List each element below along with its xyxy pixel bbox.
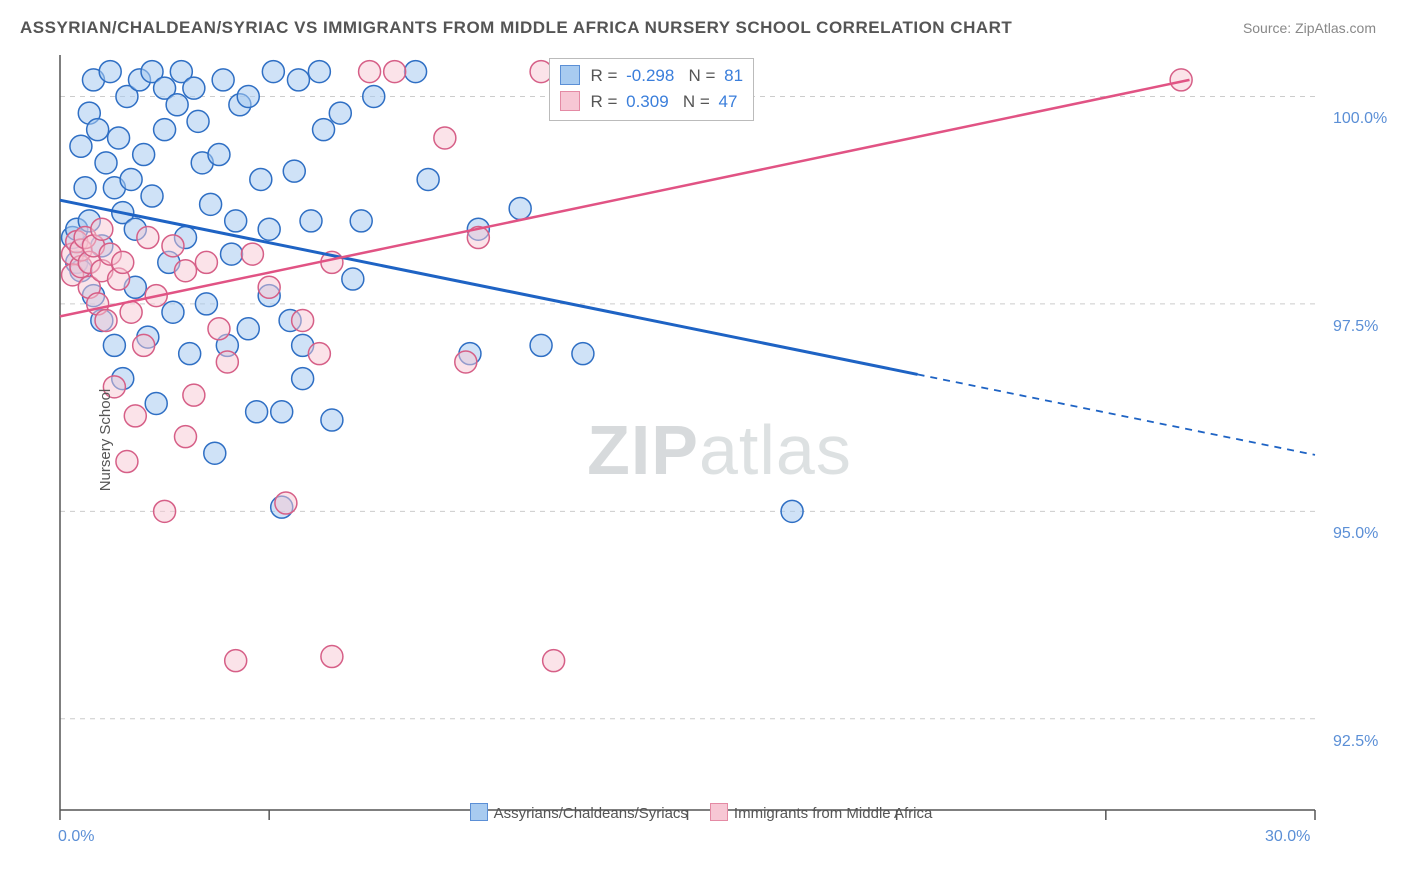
assyrian-point xyxy=(321,409,343,431)
middle_africa-point xyxy=(91,218,113,240)
chart-title: ASSYRIAN/CHALDEAN/SYRIAC VS IMMIGRANTS F… xyxy=(20,18,1012,38)
middle_africa-point xyxy=(359,61,381,83)
legend-swatch xyxy=(710,803,728,821)
middle_africa-point xyxy=(124,405,146,427)
assyrian-point xyxy=(237,318,259,340)
middle_africa-point xyxy=(175,426,197,448)
assyrian-point xyxy=(204,442,226,464)
assyrian-point xyxy=(313,119,335,141)
assyrian-point xyxy=(183,77,205,99)
correlation-legend: R = -0.298 N = 81R = 0.309 N = 47 xyxy=(549,58,754,121)
series-legend: Assyrians/Chaldeans/Syriacs Immigrants fr… xyxy=(50,803,1330,822)
assyrian-point xyxy=(166,94,188,116)
assyrian-point xyxy=(292,368,314,390)
assyrian-point xyxy=(208,144,230,166)
assyrian-point xyxy=(221,243,243,265)
assyrian-point xyxy=(179,343,201,365)
assyrian-point xyxy=(246,401,268,423)
assyrian-point xyxy=(133,144,155,166)
assyrian-point xyxy=(187,110,209,132)
assyrian-point xyxy=(250,168,272,190)
assyrian-point xyxy=(120,168,142,190)
assyrian-point xyxy=(271,401,293,423)
y-tick-label: 97.5% xyxy=(1333,318,1378,336)
assyrian-point xyxy=(572,343,594,365)
legend-row: R = -0.298 N = 81 xyxy=(560,63,743,89)
assyrian-point xyxy=(195,293,217,315)
legend-row: R = 0.309 N = 47 xyxy=(560,89,743,115)
middle_africa-point xyxy=(225,650,247,672)
middle_africa-point xyxy=(116,451,138,473)
y-tick-label: 95.0% xyxy=(1333,525,1378,543)
x-right-label: 30.0% xyxy=(1265,828,1310,846)
assyrian-point xyxy=(103,334,125,356)
assyrian-point xyxy=(781,500,803,522)
assyrian-point xyxy=(95,152,117,174)
assyrian-point xyxy=(200,193,222,215)
middle_africa-point xyxy=(543,650,565,672)
x-left-label: 0.0% xyxy=(58,828,94,846)
middle_africa-point xyxy=(275,492,297,514)
assyrian-point xyxy=(350,210,372,232)
y-tick-label: 100.0% xyxy=(1333,110,1387,128)
assyrian-point xyxy=(70,135,92,157)
assyrian-point xyxy=(74,177,96,199)
middle_africa-point xyxy=(175,260,197,282)
legend-swatch xyxy=(470,803,488,821)
assyrian-point xyxy=(212,69,234,91)
assyrian-point xyxy=(530,334,552,356)
assyrian-trendline-extrap xyxy=(918,374,1315,454)
legend-label: Immigrants from Middle Africa xyxy=(734,805,932,822)
middle_africa-point xyxy=(137,227,159,249)
middle_africa-point xyxy=(292,309,314,331)
chart-svg xyxy=(50,50,1330,830)
assyrian-point xyxy=(342,268,364,290)
middle_africa-point xyxy=(95,309,117,331)
middle_africa-point xyxy=(384,61,406,83)
middle_africa-point xyxy=(308,343,330,365)
assyrian-point xyxy=(141,185,163,207)
assyrian-point xyxy=(300,210,322,232)
middle_africa-point xyxy=(120,301,142,323)
chart-container: Nursery School 92.5%95.0%97.5%100.0% 0.0… xyxy=(50,50,1330,830)
middle_africa-point xyxy=(133,334,155,356)
assyrian-point xyxy=(405,61,427,83)
assyrian-point xyxy=(417,168,439,190)
assyrian-point xyxy=(87,119,109,141)
middle_africa-point xyxy=(183,384,205,406)
assyrian-point xyxy=(162,301,184,323)
assyrian-point xyxy=(287,69,309,91)
assyrian-point xyxy=(329,102,351,124)
y-axis-label: Nursery School xyxy=(97,389,114,492)
middle_africa-point xyxy=(455,351,477,373)
middle_africa-point xyxy=(434,127,456,149)
assyrian-point xyxy=(237,85,259,107)
middle_africa-point xyxy=(321,646,343,668)
assyrian-point xyxy=(262,61,284,83)
assyrian-point xyxy=(99,61,121,83)
middle_africa-point xyxy=(216,351,238,373)
middle_africa-point xyxy=(162,235,184,257)
assyrian-point xyxy=(145,392,167,414)
assyrian-point xyxy=(283,160,305,182)
assyrian-point xyxy=(225,210,247,232)
assyrian-point xyxy=(258,218,280,240)
assyrian-point xyxy=(154,119,176,141)
middle_africa-point xyxy=(112,251,134,273)
y-tick-label: 92.5% xyxy=(1333,733,1378,751)
assyrian-point xyxy=(108,127,130,149)
middle_africa-point xyxy=(195,251,217,273)
middle_africa-point xyxy=(208,318,230,340)
assyrian-point xyxy=(308,61,330,83)
chart-source: Source: ZipAtlas.com xyxy=(1243,20,1376,36)
assyrian-point xyxy=(509,197,531,219)
middle_africa-point xyxy=(154,500,176,522)
legend-label: Assyrians/Chaldeans/Syriacs xyxy=(494,805,688,822)
middle_africa-point xyxy=(258,276,280,298)
middle_africa-point xyxy=(241,243,263,265)
assyrian-point xyxy=(363,85,385,107)
